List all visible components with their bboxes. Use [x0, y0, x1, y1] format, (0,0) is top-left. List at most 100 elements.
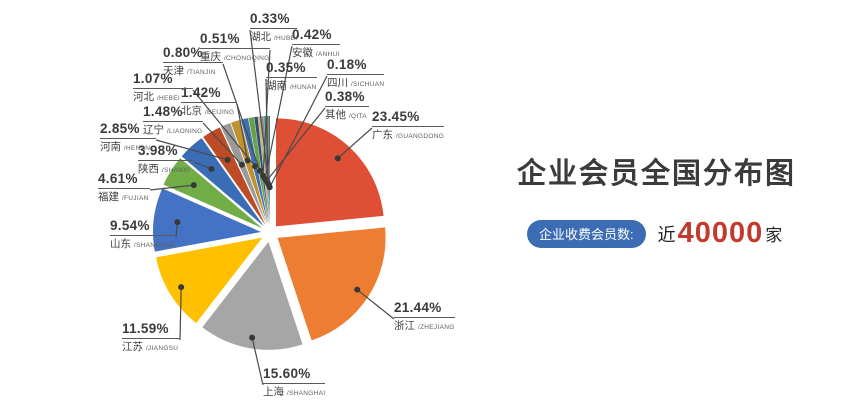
pie-leader-dot-fujian — [190, 182, 197, 189]
pie-label-percent-henan: 2.85% — [100, 121, 156, 140]
pie-slice-guangdong — [276, 118, 384, 227]
pie-label-percent-liaoning: 1.48% — [143, 104, 203, 123]
pie-label-name-qita: 其他 /QITA — [325, 109, 367, 122]
pie-slice-shandong — [153, 188, 262, 252]
pie-label-percent-chongqing: 0.51% — [200, 31, 270, 50]
pie-slice-beijing — [231, 119, 268, 225]
pie-label-romanization-sichuan: /SICHUAN — [350, 81, 385, 89]
pie-label-name-shanxi: 陕西 /SHANXI — [138, 163, 191, 176]
pie-label-romanization-hebei: /HEBEI — [156, 95, 181, 103]
pie-label-romanization-fujian: /FUJIAN — [121, 195, 149, 203]
pie-label-fujian: 4.61% 福建 /FUJIAN — [98, 171, 150, 204]
pie-leader-dot-sichuan — [266, 184, 273, 191]
pie-leader-line-anhui — [264, 45, 293, 179]
pie-slice-fujian — [163, 158, 263, 229]
pie-slice-hebei — [240, 118, 269, 225]
pie-label-anhui: 0.42% 安徽 /ANHUI — [292, 27, 340, 60]
member-count-row: 企业收费会员数: 近 40000 家 — [527, 217, 782, 250]
pie-slice-henan — [203, 127, 266, 226]
pie-label-percent-anhui: 0.42% — [292, 27, 340, 46]
page-title: 企业会员全国分布图 — [517, 158, 797, 190]
pie-label-romanization-shanghai: /SHANGHAI — [286, 390, 326, 398]
pie-slice-qita — [261, 116, 270, 225]
pie-label-romanization-jiangsu: /JIANGSU — [145, 345, 179, 353]
pie-leader-line-fujian — [149, 184, 194, 191]
pie-label-name-hubei: 湖北 /HUBEI — [250, 31, 298, 44]
pie-svg — [149, 29, 395, 386]
pie-label-percent-zhejiang: 21.44% — [394, 300, 455, 319]
pie-label-name-hunan: 湖南 /HUNAN — [266, 80, 317, 93]
pie-label-zhejiang: 21.44% 浙江 /ZHEJIANG — [394, 300, 455, 333]
pie-slice-shanxi — [181, 138, 264, 227]
pie-label-romanization-liaoning: /LIAONING — [166, 128, 203, 136]
pie-leader-dot-shanxi — [208, 165, 215, 172]
pie-leader-line-hunan — [265, 78, 269, 184]
pie-label-romanization-henan: /HENAN — [123, 145, 151, 153]
pie-label-liaoning: 1.48% 辽宁 /LIAONING — [143, 104, 203, 137]
pie-label-sichuan: 0.18% 四川 /SICHUAN — [327, 57, 385, 90]
pie-label-romanization-shanxi: /SHANXI — [161, 167, 191, 175]
pie-label-romanization-beijing: /BEIJING — [204, 109, 235, 117]
pie-label-percent-hubei: 0.33% — [250, 11, 298, 30]
pie-label-percent-fujian: 4.61% — [98, 171, 150, 190]
pie-label-tianjin: 0.80% 天津 /TIANJIN — [163, 45, 223, 78]
pie-leader-line-guangdong — [337, 127, 373, 159]
member-distribution-pie-chart: 23.45% 广东 /GUANGDONG 21.44% 浙江 /ZHEJIANG 15.… — [98, 11, 455, 398]
pie-label-name-anhui: 安徽 /ANHUI — [292, 47, 340, 60]
pie-label-romanization-qita: /QITA — [348, 113, 367, 121]
pie-leader-line-shanghai — [251, 337, 264, 386]
pie-label-shanxi: 3.98% 陕西 /SHANXI — [138, 143, 194, 176]
pie-label-percent-hebei: 1.07% — [133, 71, 193, 90]
pie-label-romanization-hubei: /HUBEI — [273, 35, 298, 43]
pie-leader-dot-guangdong — [334, 155, 341, 162]
pie-leader-dot-shanghai — [249, 334, 256, 341]
pie-label-percent-shanxi: 3.98% — [138, 143, 194, 162]
pie-label-chongqing: 0.51% 重庆 /CHONGQING — [200, 31, 270, 64]
pie-label-romanization-shandong: /SHANDONG — [133, 242, 176, 250]
pie-label-jiangsu: 11.59% 江苏 /JIANGSU — [122, 321, 180, 354]
pie-leader-dot-shandong — [174, 219, 181, 226]
pie-label-name-beijing: 北京 /BEIJING — [181, 105, 235, 118]
pie-label-percent-qita: 0.38% — [325, 89, 369, 108]
pie-label-percent-tianjin: 0.80% — [163, 45, 223, 64]
pie-label-hunan: 0.35% 湖南 /HUNAN — [266, 60, 317, 93]
pie-leader-line-hubei — [249, 29, 270, 186]
pie-label-percent-jiangsu: 11.59% — [122, 321, 180, 340]
pie-label-name-henan: 河南 /HENAN — [100, 141, 151, 154]
pie-slice-jiangsu — [156, 237, 263, 324]
count-value: 40000 — [677, 217, 764, 249]
pie-label-name-fujian: 福建 /FUJIAN — [98, 191, 149, 204]
pie-leader-dot-jiangsu — [178, 284, 185, 291]
pie-leader-dot-tianjin — [256, 167, 263, 174]
pie-label-romanization-hunan: /HUNAN — [289, 84, 317, 92]
pie-label-romanization-anhui: /ANHUI — [315, 51, 340, 59]
pie-label-romanization-tianjin: /TIANJIN — [186, 69, 216, 77]
pie-leader-line-jiangsu — [179, 287, 182, 341]
pie-label-romanization-chongqing: /CHONGQING — [223, 55, 270, 63]
pie-leader-line-liaoning — [202, 122, 243, 166]
pie-label-percent-hunan: 0.35% — [266, 60, 317, 79]
pie-label-guangdong: 23.45% 广东 /GUANGDONG — [372, 109, 445, 142]
pie-label-percent-shanghai: 15.60% — [263, 366, 326, 385]
pie-slice-liaoning — [220, 122, 267, 225]
count-unit: 家 — [765, 226, 783, 245]
pie-label-hebei: 1.07% 河北 /HEBEI — [133, 71, 193, 104]
pie-leader-line-shanxi — [193, 161, 212, 170]
pie-label-percent-sichuan: 0.18% — [327, 57, 385, 76]
member-count-badge: 企业收费会员数: — [527, 219, 646, 248]
pie-leader-line-henan — [155, 139, 228, 161]
pie-leader-dot-hebei — [252, 163, 259, 170]
pie-leader-line-beijing — [236, 103, 249, 161]
pie-label-name-tianjin: 天津 /TIANJIN — [163, 65, 216, 78]
pie-slice-zhejiang — [277, 227, 386, 341]
pie-label-hubei: 0.33% 湖北 /HUBEI — [250, 11, 298, 44]
pie-label-name-sichuan: 四川 /SICHUAN — [327, 77, 385, 90]
pie-label-name-hebei: 河北 /HEBEI — [133, 91, 181, 104]
pie-label-romanization-zhejiang: /ZHEJIANG — [417, 324, 455, 332]
pie-label-shandong: 9.54% 山东 /SHANDONG — [110, 218, 176, 251]
pie-leader-dot-henan — [224, 156, 231, 163]
pie-slice-sichuan — [268, 116, 270, 225]
pie-label-name-jiangsu: 江苏 /JIANGSU — [122, 341, 179, 354]
pie-leader-dot-liaoning — [238, 161, 245, 168]
